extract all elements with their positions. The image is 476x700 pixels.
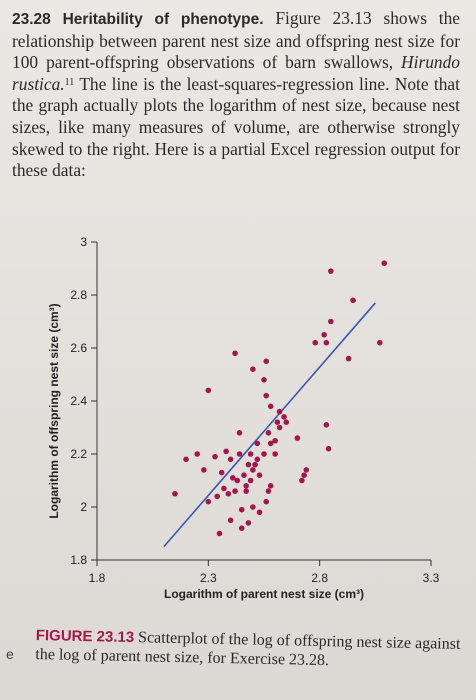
data-point <box>172 490 178 497</box>
margin-mark: e <box>6 646 14 662</box>
data-point <box>303 467 310 473</box>
data-point <box>227 517 234 524</box>
data-point <box>276 424 283 431</box>
x-tick-label: 1.8 <box>89 571 106 585</box>
y-tick-label: 3 <box>80 235 87 249</box>
data-point <box>214 493 221 500</box>
data-point <box>252 461 258 468</box>
data-point <box>376 339 383 346</box>
data-point <box>205 387 212 394</box>
data-point <box>265 488 272 494</box>
data-point <box>276 408 283 415</box>
data-point <box>272 437 278 444</box>
y-tick-label: 2.2 <box>70 447 87 461</box>
data-point <box>323 339 330 346</box>
data-point <box>243 488 249 494</box>
data-point <box>301 472 307 479</box>
figure-caption: FIGURE 23.13 Scatterplot of the log of o… <box>35 626 466 673</box>
data-point <box>238 506 245 513</box>
data-point <box>254 440 261 447</box>
data-point <box>263 498 270 505</box>
data-point <box>183 456 189 463</box>
data-point <box>294 435 301 441</box>
data-point <box>238 525 245 531</box>
data-point <box>236 451 243 457</box>
data-point <box>223 448 229 455</box>
y-tick-label: 1.8 <box>70 553 87 567</box>
data-point <box>267 483 274 489</box>
data-point <box>201 467 207 473</box>
species-name: Hirundo rustica. <box>12 52 460 94</box>
data-point <box>227 456 234 463</box>
y-tick-label: 2 <box>80 500 87 514</box>
data-point <box>245 520 252 526</box>
data-point <box>245 461 252 468</box>
data-point <box>256 509 263 516</box>
x-axis-label: Logarithm of parent nest size (cm³) <box>164 587 364 601</box>
data-point <box>247 477 254 484</box>
data-point <box>261 377 267 383</box>
regression-line <box>163 302 376 548</box>
exercise-title: Heritability of phenotype. <box>62 11 264 28</box>
data-point <box>283 419 290 425</box>
data-point <box>328 318 334 325</box>
data-point <box>299 477 305 484</box>
data-point <box>236 430 243 436</box>
x-tick-label: 2.8 <box>311 571 328 585</box>
data-point <box>250 467 256 473</box>
x-tick-label: 2.3 <box>200 571 217 585</box>
data-point <box>230 475 236 481</box>
y-tick-label: 2.8 <box>70 288 87 302</box>
data-point <box>272 451 278 457</box>
data-point <box>212 453 218 460</box>
data-point <box>381 260 388 266</box>
y-tick-label: 2.4 <box>70 394 87 408</box>
data-point <box>350 297 356 304</box>
data-point <box>218 469 225 476</box>
data-point <box>325 445 332 452</box>
data-point <box>312 339 319 346</box>
data-point <box>254 456 261 463</box>
data-point <box>232 350 238 357</box>
figure-label: FIGURE 23.13 <box>35 626 135 647</box>
data-point <box>234 477 241 484</box>
data-point <box>261 451 267 457</box>
data-point <box>267 403 274 410</box>
data-point <box>232 488 238 494</box>
data-point <box>328 268 334 274</box>
data-point <box>323 422 330 428</box>
data-point <box>263 392 270 399</box>
data-point <box>250 504 256 510</box>
exercise-text-part1: Figure 23.13 shows the relationship betw… <box>12 8 461 73</box>
data-point <box>256 472 263 479</box>
exercise-text-part2: The line is the least-squares-regression… <box>12 73 460 181</box>
data-point <box>221 485 227 492</box>
y-axis-label: Logarithm of offspring nest size (cm³) <box>47 303 61 518</box>
data-point <box>263 358 270 365</box>
data-point <box>205 498 212 505</box>
y-tick-label: 2.6 <box>70 341 87 355</box>
data-point <box>321 331 327 338</box>
data-point <box>241 472 247 479</box>
data-point <box>281 414 287 420</box>
data-point <box>247 451 254 457</box>
data-point <box>274 419 281 425</box>
exercise-number: 23.28 <box>12 11 51 28</box>
data-point <box>267 440 274 447</box>
data-point <box>194 451 200 457</box>
data-point <box>243 483 249 489</box>
footnote-marker: 11 <box>64 76 75 88</box>
x-tick-label: 3.3 <box>423 571 440 585</box>
data-point <box>250 366 256 372</box>
data-point <box>216 530 223 537</box>
data-point <box>225 490 232 497</box>
data-point <box>265 430 272 436</box>
exercise-paragraph: 23.28 Heritability of phenotype. Figure … <box>12 8 460 182</box>
scatterplot-figure: 1.8 2 2.2 2.4 2.6 2.8 3 1.8 2.3 2.8 3.3 Logarithm o… <box>47 235 440 601</box>
data-point <box>345 355 352 362</box>
